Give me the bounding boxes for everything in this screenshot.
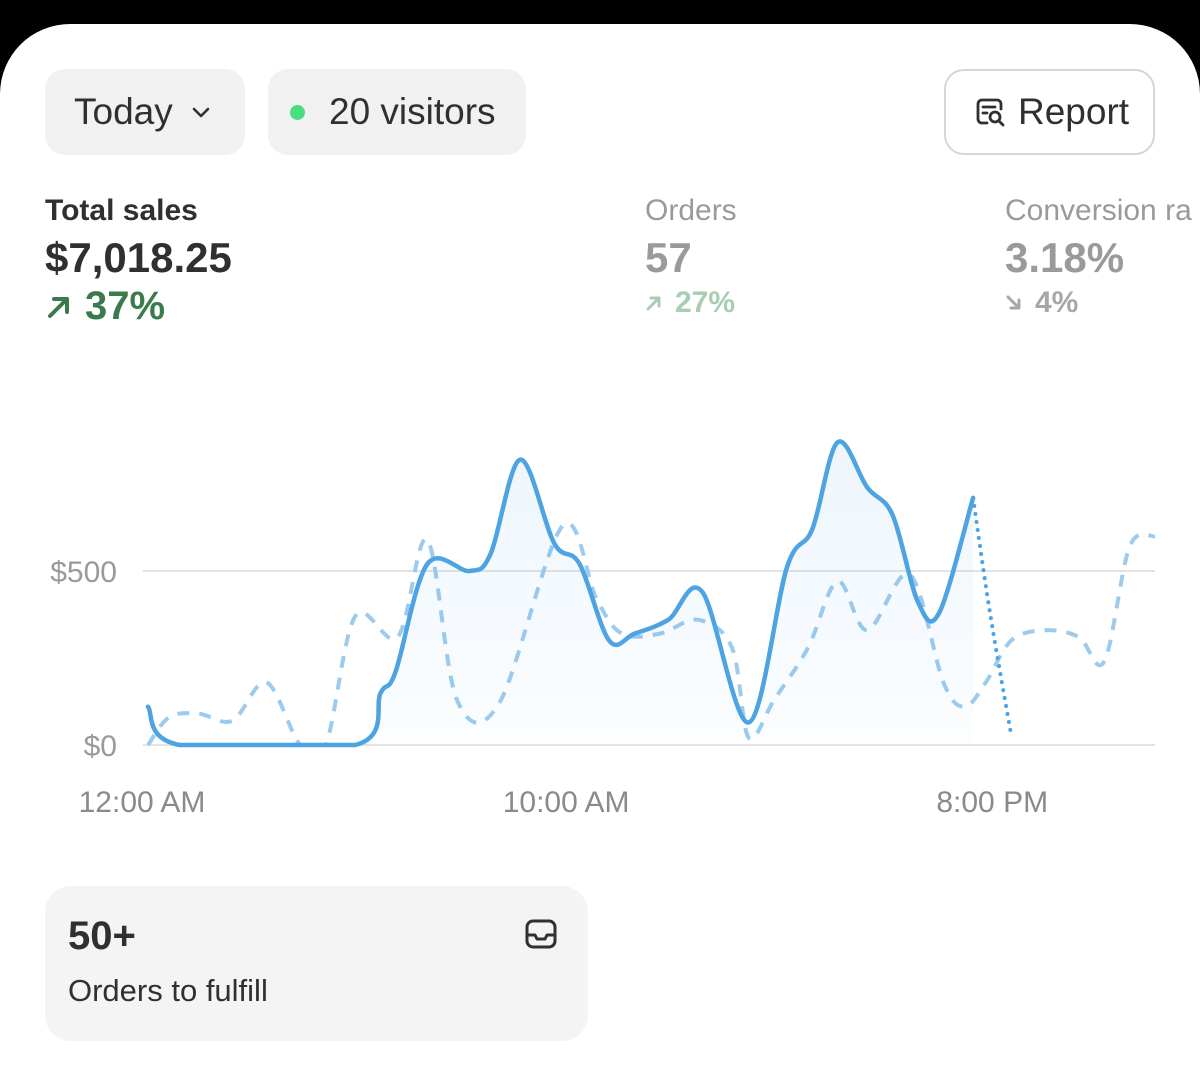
arrow-down-right-icon xyxy=(1006,295,1021,310)
fulfill-label: Orders to fulfill xyxy=(68,973,268,1008)
chevron-down-icon xyxy=(192,107,210,118)
metric-value: 57 xyxy=(645,234,692,281)
orders-to-fulfill-card[interactable]: 50+ Orders to fulfill xyxy=(45,886,588,1041)
arrow-up-right-icon xyxy=(48,296,69,318)
report-search-icon xyxy=(976,98,1005,127)
metric-delta: 37% xyxy=(45,284,232,329)
live-status-dot xyxy=(290,104,305,120)
series-line-projected xyxy=(971,495,1014,737)
metric-label: Orders xyxy=(645,194,737,227)
report-label: Report xyxy=(1018,91,1130,132)
delta-value: 4% xyxy=(1035,286,1079,319)
metric-delta: 4% xyxy=(1005,286,1192,320)
sales-chart[interactable]: $500 $0 12:00 AM 10:00 AM 8:00 PM xyxy=(0,24,1200,1075)
metric-label: Total sales xyxy=(45,194,198,227)
metric-value: 3.18% xyxy=(1005,234,1125,281)
visitors-count: 20 visitors xyxy=(329,91,496,132)
arrow-up-right-icon xyxy=(646,296,661,311)
metric-orders[interactable]: Orders 57 27% xyxy=(645,194,737,320)
metric-label: Conversion ra xyxy=(1005,194,1192,227)
date-range-label: Today xyxy=(74,91,173,132)
fulfill-count: 50+ xyxy=(68,914,136,958)
metric-total-sales[interactable]: Total sales $7,018.25 37% xyxy=(45,194,232,329)
x-tick-label: 8:00 PM xyxy=(936,786,1048,819)
metric-value: $7,018.25 xyxy=(45,234,232,281)
delta-value: 27% xyxy=(675,286,736,319)
x-tick-label: 10:00 AM xyxy=(503,786,630,819)
report-button[interactable]: Report xyxy=(944,69,1155,155)
y-tick-label: $500 xyxy=(50,556,117,589)
series-area-fill xyxy=(148,441,974,745)
metric-delta: 27% xyxy=(645,286,737,320)
metric-conversion-rate[interactable]: Conversion ra 3.18% 4% xyxy=(1005,194,1192,320)
live-visitors-badge[interactable]: 20 visitors xyxy=(268,69,526,155)
inbox-tray-icon xyxy=(525,919,557,949)
x-tick-label: 12:00 AM xyxy=(79,786,206,819)
y-tick-label: $0 xyxy=(84,730,117,763)
date-range-selector[interactable]: Today xyxy=(45,69,245,155)
analytics-card: Today 20 visitors Report Total sales $7,… xyxy=(0,24,1200,1075)
series-line-current xyxy=(145,439,976,748)
delta-value: 37% xyxy=(85,284,166,328)
